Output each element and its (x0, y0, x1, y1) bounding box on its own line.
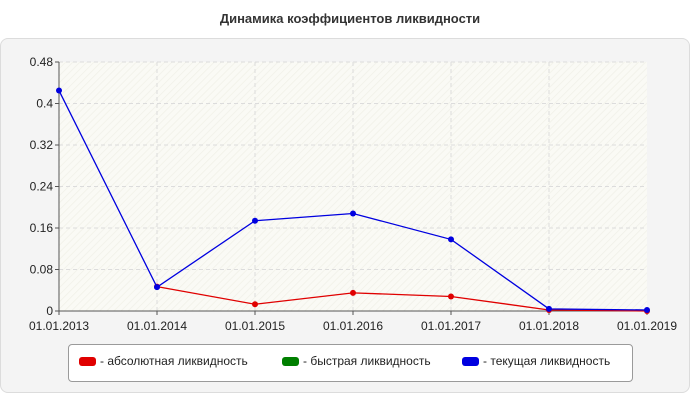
chart-title: Динамика коэффициентов ликвидности (219, 11, 481, 26)
y-tick-label: 0.48 (30, 55, 54, 69)
legend-item: - быстрая ликвидность (282, 354, 431, 368)
legend-item: - абсолютная ликвидность (79, 354, 248, 368)
x-tick-label: 01.01.2013 (29, 319, 89, 333)
series-line-0 (156, 285, 648, 312)
legend: - абсолютная ликвидность - быстрая ликвид… (68, 344, 633, 382)
x-tick-label: 01.01.2019 (617, 319, 677, 333)
legend-label: - абсолютная ликвидность (100, 354, 248, 368)
x-tick-label: 01.01.2016 (323, 319, 383, 333)
y-tick-label: 0.16 (30, 221, 54, 235)
x-tick-label: 01.01.2017 (421, 319, 481, 333)
data-point (644, 306, 650, 313)
data-point (252, 217, 258, 224)
data-point (546, 305, 552, 312)
legend-swatch (462, 356, 479, 366)
data-point (350, 210, 356, 217)
x-tick-label: 01.01.2015 (225, 319, 285, 333)
legend-label: - текущая ликвидность (483, 354, 611, 368)
x-tick-label: 01.01.2018 (519, 319, 579, 333)
y-tick-label: 0 (46, 304, 53, 318)
y-tick-label: 0.08 (30, 263, 54, 277)
y-tick-label: 0.32 (30, 138, 54, 152)
legend-label: - быстрая ликвидность (303, 354, 431, 368)
legend-swatch (79, 356, 96, 366)
data-point (448, 236, 454, 243)
data-point (350, 289, 356, 296)
legend-item: - текущая ликвидность (462, 354, 610, 368)
y-tick-label: 0.4 (36, 97, 53, 111)
data-point (154, 284, 160, 291)
data-point (252, 301, 258, 308)
legend-swatch (282, 356, 299, 366)
data-point (56, 87, 62, 94)
x-tick-label: 01.01.2014 (127, 319, 187, 333)
data-point (448, 293, 454, 300)
y-tick-label: 0.24 (30, 180, 54, 194)
